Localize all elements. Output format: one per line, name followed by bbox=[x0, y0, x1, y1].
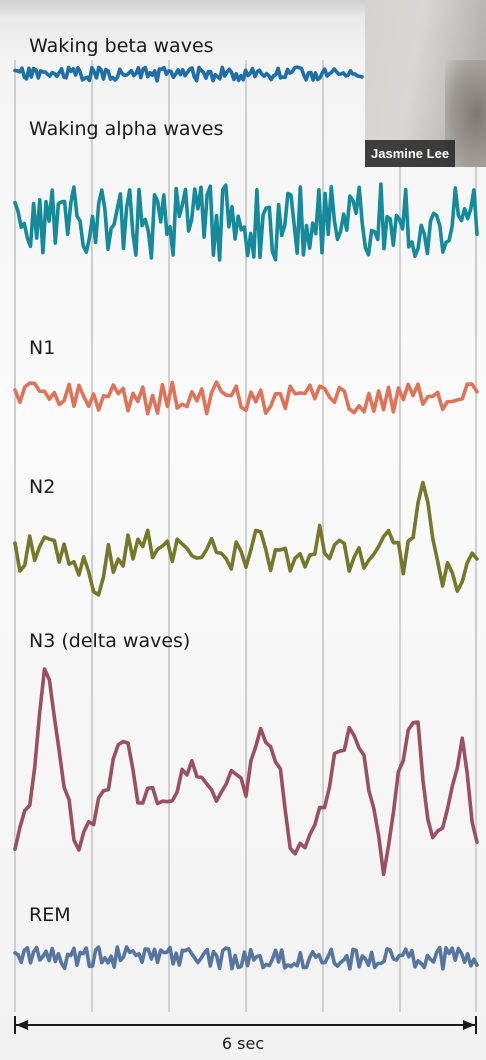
participant-video-tile[interactable] bbox=[365, 0, 486, 167]
label-rem: REM bbox=[29, 904, 71, 926]
scale-arrow-right bbox=[463, 1020, 475, 1030]
label-waking-beta: Waking beta waves bbox=[29, 35, 214, 57]
label-waking-alpha: Waking alpha waves bbox=[29, 118, 224, 140]
eeg-trace-4 bbox=[13, 667, 479, 877]
label-n2: N2 bbox=[29, 476, 56, 498]
eeg-trace-1 bbox=[13, 182, 479, 262]
scale-arrow-left bbox=[16, 1020, 28, 1030]
participant-name-tag: Jasmine Lee bbox=[365, 140, 456, 167]
label-n1: N1 bbox=[29, 337, 56, 359]
eeg-trace-3 bbox=[13, 480, 479, 597]
eeg-trace-2 bbox=[13, 380, 479, 416]
time-scale-bar bbox=[14, 1016, 477, 1034]
time-scale-label: 6 sec bbox=[221, 1034, 265, 1053]
eeg-trace-5 bbox=[13, 945, 479, 971]
eeg-trace-0 bbox=[13, 65, 364, 83]
top-shade bbox=[0, 0, 365, 18]
label-n3: N3 (delta waves) bbox=[29, 630, 191, 652]
eeg-traces bbox=[13, 65, 479, 971]
